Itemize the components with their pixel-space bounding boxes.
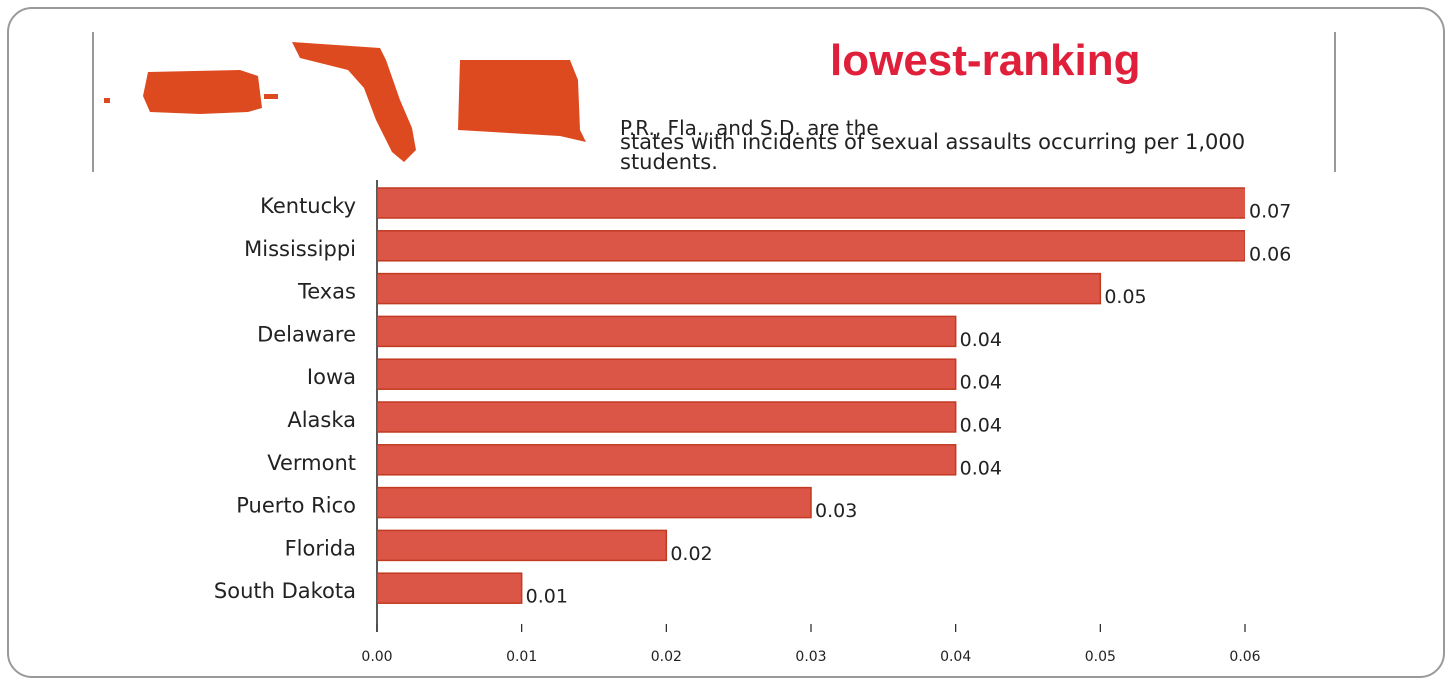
value-label: 0.07: [1249, 201, 1291, 223]
category-label: Mississippi: [244, 237, 356, 261]
value-label: 0.04: [960, 372, 1002, 394]
bar: [377, 444, 957, 476]
category-label: Iowa: [307, 365, 356, 389]
south-dakota-map: [458, 60, 586, 142]
x-tick-label: 0.00: [361, 649, 392, 665]
description: states with incidents of sexual assaults…: [620, 130, 1246, 174]
headline: lowest-ranking: [830, 36, 1141, 85]
bar: [377, 358, 957, 390]
category-label: Vermont: [267, 451, 356, 475]
value-label: 0.04: [960, 329, 1002, 351]
bar: [377, 315, 957, 348]
bar: [377, 529, 668, 562]
bar: [377, 187, 1245, 219]
state-maps: [104, 42, 586, 162]
category-label: South Dakota: [214, 579, 356, 603]
island: [264, 94, 278, 99]
x-tick-label: 0.06: [1229, 649, 1260, 665]
value-label: 0.05: [1104, 286, 1146, 308]
bar: [377, 572, 523, 604]
bars: [377, 187, 1245, 604]
category-label: Delaware: [257, 322, 356, 346]
bar: [377, 401, 957, 433]
frame: [7, 7, 1445, 678]
value-label: 0.04: [960, 415, 1002, 437]
bar: [377, 230, 1245, 262]
intro-text: P.R., Fla., and S.D. are the: [620, 116, 879, 140]
category-label: Kentucky: [260, 194, 356, 218]
x-tick-label: 0.05: [1085, 649, 1116, 665]
category-label: Puerto Rico: [236, 494, 356, 518]
florida-map: [292, 42, 416, 162]
island: [104, 98, 110, 103]
value-label: 0.02: [670, 543, 712, 565]
category-label: Texas: [297, 280, 356, 304]
value-label: 0.06: [1249, 243, 1291, 265]
bar: [377, 486, 812, 519]
puerto-rico-map: [143, 70, 262, 114]
x-tick-label: 0.02: [651, 649, 682, 665]
category-label: Florida: [285, 536, 356, 560]
x-tick-label: 0.03: [795, 649, 826, 665]
category-label: Alaska: [287, 408, 356, 432]
bar: [377, 272, 1102, 305]
x-tick-label: 0.01: [506, 649, 537, 665]
value-label: 0.01: [526, 586, 568, 608]
x-tick-label: 0.04: [940, 649, 971, 665]
value-label: 0.04: [960, 457, 1002, 479]
value-label: 0.03: [815, 500, 857, 522]
